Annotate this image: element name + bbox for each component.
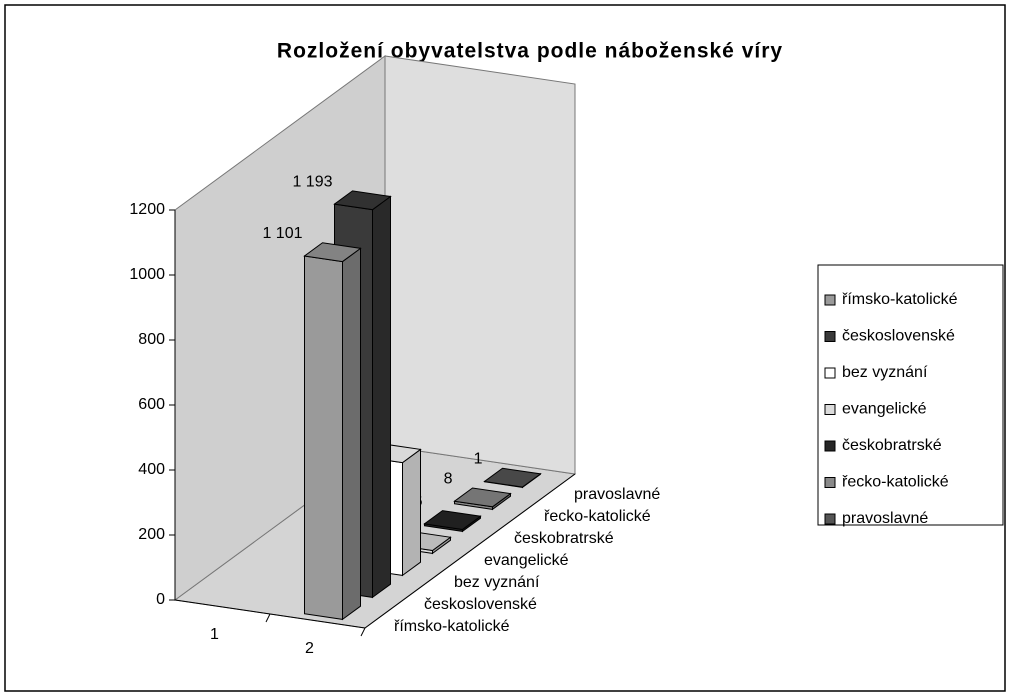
bar-side: [342, 247, 361, 621]
bar: [453, 487, 512, 511]
bar: [483, 467, 542, 489]
y-tick-label: 600: [138, 396, 165, 413]
bar-top: [423, 510, 482, 530]
depth-tick-label: pravoslavné: [574, 486, 660, 503]
y-tick-label: 1000: [129, 266, 165, 283]
y-tick-label: 400: [138, 461, 165, 478]
legend-label: evangelické: [842, 401, 927, 418]
legend-swatch: [824, 294, 836, 306]
y-tick-label: 0: [156, 591, 165, 608]
bar-top: [303, 242, 362, 263]
bar-side: [372, 195, 391, 599]
legend-swatch: [824, 331, 836, 342]
legend-swatch: [824, 440, 836, 452]
legend-swatch: [824, 477, 836, 488]
bar-top: [453, 487, 512, 508]
legend-label: českobratrské: [842, 437, 942, 454]
x-tick-label: 2: [305, 640, 314, 657]
depth-tick-label: římsko-katolické: [394, 618, 510, 635]
legend-swatch: [824, 513, 836, 525]
x-tick: [360, 627, 366, 637]
bar-top: [333, 190, 392, 211]
legend-label: československé: [842, 328, 955, 345]
depth-tick-label: československé: [424, 596, 537, 613]
depth-tick-label: řecko-katolické: [544, 508, 651, 525]
depth-axis: [364, 473, 576, 629]
bar-side: [402, 448, 421, 577]
back-wall: [384, 55, 576, 475]
depth-tick-label: evangelické: [484, 552, 569, 569]
y-tick-label: 200: [138, 526, 165, 543]
y-tick-label: 800: [138, 331, 165, 348]
data-label: 1: [474, 451, 483, 468]
legend-label: pravoslavné: [842, 510, 928, 527]
data-label: 1 193: [292, 173, 332, 190]
chart-title: Rozložení obyvatelstva podle náboženské …: [277, 40, 783, 63]
x-tick: [265, 613, 271, 623]
data-label: 1 101: [262, 225, 302, 242]
legend-label: řecko-katolické: [842, 474, 949, 491]
legend-swatch: [824, 404, 836, 415]
depth-tick-label: bez vyznání: [454, 574, 540, 591]
bar-front: [304, 255, 343, 620]
y-tick-label: 1200: [129, 201, 165, 218]
bar: [423, 510, 482, 533]
legend-swatch: [824, 367, 836, 379]
bar: [303, 242, 362, 621]
data-label: 8: [444, 470, 453, 487]
legend-box: [817, 264, 1004, 526]
bar-top: [483, 467, 542, 488]
x-tick-label: 1: [210, 626, 219, 643]
depth-tick-label: českobratrské: [514, 530, 614, 547]
legend-label: římsko-katolické: [842, 291, 958, 308]
legend-label: bez vyznání: [842, 364, 928, 381]
